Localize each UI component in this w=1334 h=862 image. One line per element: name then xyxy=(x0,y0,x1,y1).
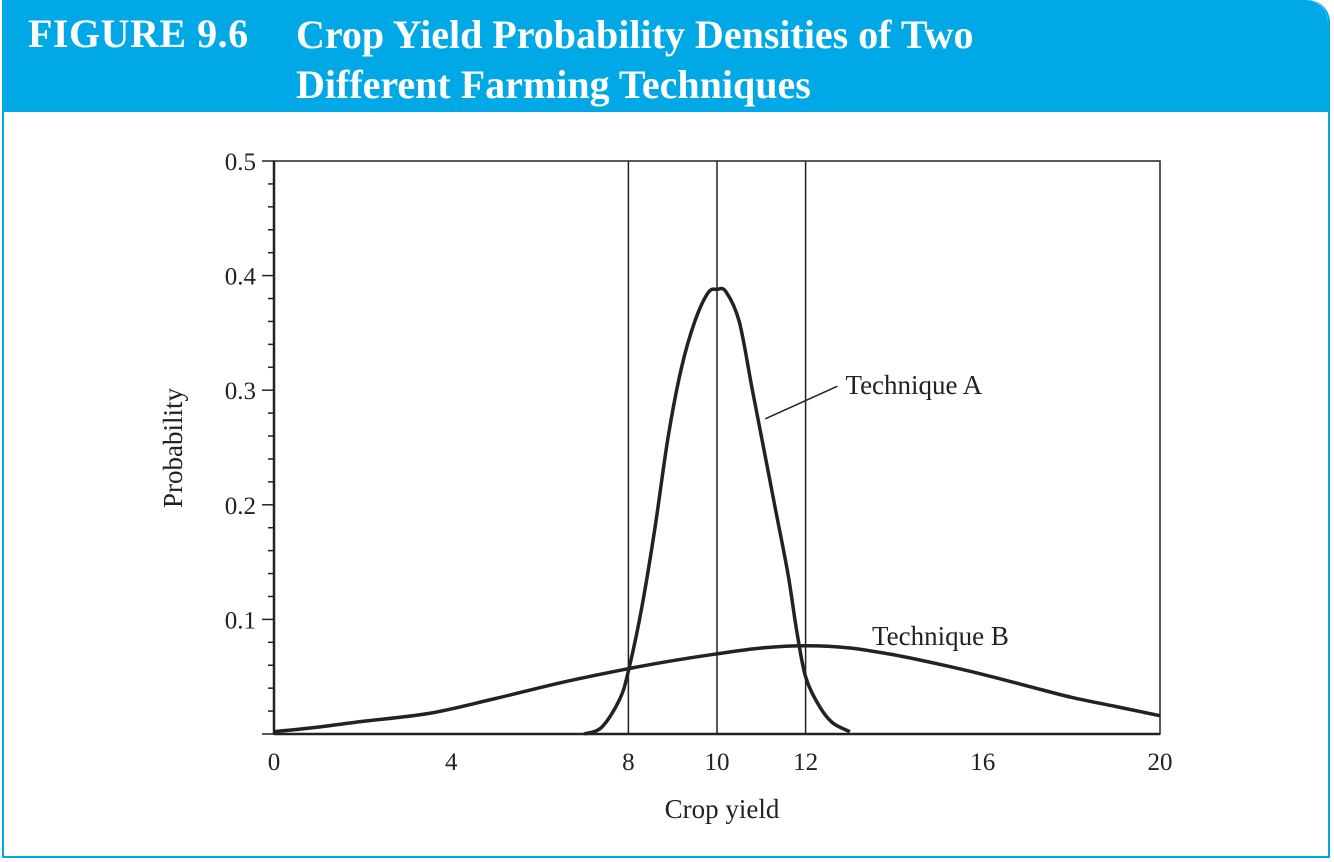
plot-area xyxy=(272,160,1161,736)
series-line-technique-b xyxy=(273,644,1161,734)
x-tick-label: 4 xyxy=(445,749,458,776)
y-tick-label: 0.2 xyxy=(225,493,256,520)
series-group xyxy=(273,286,1161,736)
y-tick-label: 0.3 xyxy=(225,378,256,405)
x-tick-label: 16 xyxy=(970,749,995,776)
y-tick-label: 0.4 xyxy=(225,264,257,291)
y-tick-label: 0.5 xyxy=(225,149,256,176)
y-axis-label: Probability xyxy=(158,388,188,508)
figure-header: FIGURE 9.6 Crop Yield Probability Densit… xyxy=(4,0,1328,112)
x-tick-label: 20 xyxy=(1148,749,1173,776)
figure-title-line-1: Crop Yield Probability Densities of Two xyxy=(296,12,974,57)
series-label-technique-b: Technique B xyxy=(872,621,1009,651)
reference-lines xyxy=(627,161,807,734)
series-label-technique-a: Technique A xyxy=(845,370,982,400)
x-tick-label: 0 xyxy=(268,749,281,776)
x-tick-label: 12 xyxy=(793,749,818,776)
figure-title-line-2: Different Farming Techniques xyxy=(296,62,811,107)
x-tick-label: 10 xyxy=(705,749,730,776)
x-axis-label: Crop yield xyxy=(665,794,780,824)
y-tick-label: 0.1 xyxy=(225,607,256,634)
annotations-group: Technique A Technique B xyxy=(764,370,1009,651)
x-tick-label: 8 xyxy=(622,749,635,776)
figure-title: Crop Yield Probability Densities of Two … xyxy=(296,10,1056,110)
figure-number: FIGURE 9.6 xyxy=(28,11,249,56)
leader-line-technique-a xyxy=(764,385,838,420)
axis-ticks: 0.1 0.2 0.3 0.4 0.5 0 4 8 10 12 16 20 xyxy=(225,149,1173,776)
